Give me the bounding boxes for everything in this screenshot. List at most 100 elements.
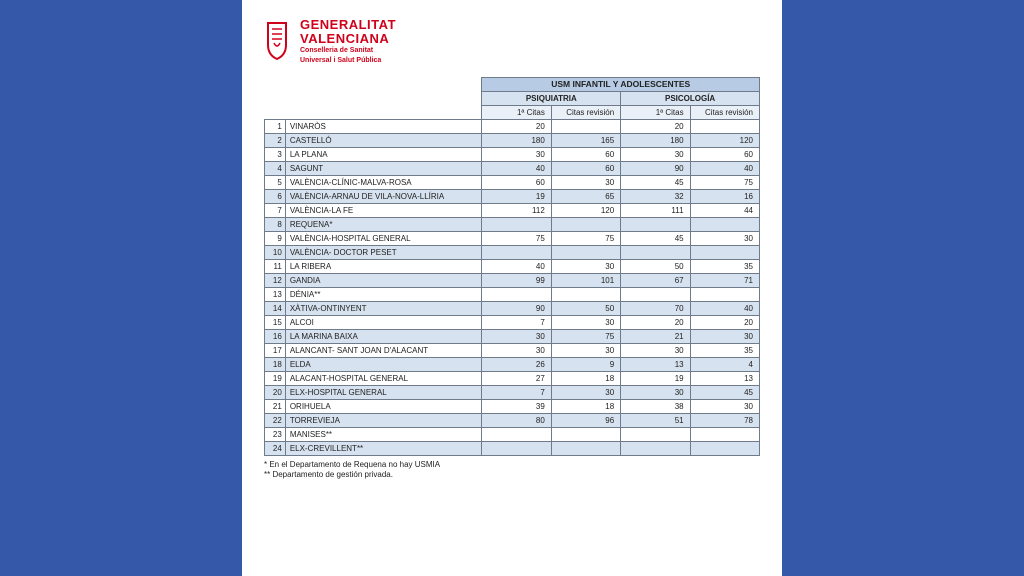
- row-val-2: 111: [621, 203, 690, 217]
- row-number: 21: [265, 399, 286, 413]
- row-val-3: 20: [690, 315, 759, 329]
- row-val-0: 75: [482, 231, 551, 245]
- row-val-0: 27: [482, 371, 551, 385]
- row-name: ELDA: [285, 357, 482, 371]
- table-row: 11LA RIBERA40305035: [265, 259, 760, 273]
- row-val-1: 75: [551, 231, 620, 245]
- row-val-0: 112: [482, 203, 551, 217]
- row-val-1: 65: [551, 189, 620, 203]
- row-val-2: 20: [621, 119, 690, 133]
- row-val-0: [482, 245, 551, 259]
- row-val-1: 120: [551, 203, 620, 217]
- row-name: VALÈNCIA- DOCTOR PESET: [285, 245, 482, 259]
- logo-block: GENERALITAT VALENCIANA Conselleria de Sa…: [264, 18, 760, 65]
- row-val-1: 96: [551, 413, 620, 427]
- row-number: 10: [265, 245, 286, 259]
- footnote-0: * En el Departamento de Requena no hay U…: [264, 460, 760, 470]
- row-name: VALÈNCIA-ARNAU DE VILA-NOVA-LLÍRIA: [285, 189, 482, 203]
- table-row: 21ORIHUELA39183830: [265, 399, 760, 413]
- row-name: ELX-CREVILLENT**: [285, 441, 482, 455]
- row-name: ORIHUELA: [285, 399, 482, 413]
- row-name: VINARÒS: [285, 119, 482, 133]
- table-row: 3LA PLANA30603060: [265, 147, 760, 161]
- row-val-1: [551, 427, 620, 441]
- row-val-1: [551, 119, 620, 133]
- table-row: 4SAGUNT40609040: [265, 161, 760, 175]
- row-val-3: [690, 217, 759, 231]
- row-val-3: [690, 427, 759, 441]
- row-number: 14: [265, 301, 286, 315]
- row-val-2: 38: [621, 399, 690, 413]
- row-name: LA MARINA BAIXA: [285, 329, 482, 343]
- row-val-2: [621, 441, 690, 455]
- usm-table: USM INFANTIL Y ADOLESCENTES PSIQUIATRIA …: [264, 77, 760, 456]
- row-val-3: 35: [690, 343, 759, 357]
- footnotes: * En el Departamento de Requena no hay U…: [264, 460, 760, 481]
- row-number: 4: [265, 161, 286, 175]
- row-val-2: 50: [621, 259, 690, 273]
- row-val-0: 180: [482, 133, 551, 147]
- document-page: GENERALITAT VALENCIANA Conselleria de Sa…: [242, 0, 782, 576]
- table-col-3: Citas revisión: [690, 105, 759, 119]
- row-val-3: [690, 441, 759, 455]
- row-number: 12: [265, 273, 286, 287]
- row-val-1: [551, 245, 620, 259]
- table-row: 17ALANCANT- SANT JOAN D'ALACANT30303035: [265, 343, 760, 357]
- row-name: TORREVIEJA: [285, 413, 482, 427]
- row-val-1: 30: [551, 385, 620, 399]
- row-val-0: 40: [482, 259, 551, 273]
- table-col-2: 1ª Citas: [621, 105, 690, 119]
- row-name: VALÈNCIA-CLÍNIC-MALVA-ROSA: [285, 175, 482, 189]
- row-name: VALÈNCIA-HOSPITAL GENERAL: [285, 231, 482, 245]
- row-val-0: [482, 427, 551, 441]
- row-val-0: 80: [482, 413, 551, 427]
- row-val-3: 13: [690, 371, 759, 385]
- row-name: SAGUNT: [285, 161, 482, 175]
- row-val-0: 40: [482, 161, 551, 175]
- table-header-group-0: PSIQUIATRIA: [482, 91, 621, 105]
- row-val-0: 7: [482, 315, 551, 329]
- table-row: 24ELX-CREVILLENT**: [265, 441, 760, 455]
- row-number: 13: [265, 287, 286, 301]
- row-number: 5: [265, 175, 286, 189]
- row-val-2: 51: [621, 413, 690, 427]
- row-val-0: 99: [482, 273, 551, 287]
- row-val-2: [621, 217, 690, 231]
- row-val-3: 120: [690, 133, 759, 147]
- logo-line1b: VALENCIANA: [300, 32, 396, 46]
- row-name: REQUENA*: [285, 217, 482, 231]
- row-val-2: 13: [621, 357, 690, 371]
- row-number: 22: [265, 413, 286, 427]
- row-val-0: 7: [482, 385, 551, 399]
- row-val-2: 45: [621, 175, 690, 189]
- row-val-2: [621, 427, 690, 441]
- table-header-main: USM INFANTIL Y ADOLESCENTES: [482, 77, 760, 91]
- row-number: 3: [265, 147, 286, 161]
- table-row: 2CASTELLÓ180165180120: [265, 133, 760, 147]
- row-val-0: [482, 217, 551, 231]
- row-val-2: [621, 245, 690, 259]
- row-number: 15: [265, 315, 286, 329]
- row-val-1: [551, 217, 620, 231]
- logo-text: GENERALITAT VALENCIANA Conselleria de Sa…: [300, 18, 396, 65]
- row-val-0: 30: [482, 147, 551, 161]
- logo-line1a: GENERALITAT: [300, 18, 396, 32]
- row-val-3: 45: [690, 385, 759, 399]
- row-val-3: 40: [690, 301, 759, 315]
- row-val-3: 30: [690, 399, 759, 413]
- table-row: 15ALCOI7302020: [265, 315, 760, 329]
- row-number: 16: [265, 329, 286, 343]
- row-name: ALCOI: [285, 315, 482, 329]
- table-corner: [265, 77, 482, 119]
- row-val-3: 71: [690, 273, 759, 287]
- row-name: ALANCANT- SANT JOAN D'ALACANT: [285, 343, 482, 357]
- row-val-1: 18: [551, 399, 620, 413]
- row-val-2: 70: [621, 301, 690, 315]
- row-name: XÀTIVA-ONTINYENT: [285, 301, 482, 315]
- row-name: CASTELLÓ: [285, 133, 482, 147]
- row-val-2: 30: [621, 343, 690, 357]
- row-val-0: 90: [482, 301, 551, 315]
- row-val-1: 30: [551, 315, 620, 329]
- row-val-3: 44: [690, 203, 759, 217]
- row-val-2: 19: [621, 371, 690, 385]
